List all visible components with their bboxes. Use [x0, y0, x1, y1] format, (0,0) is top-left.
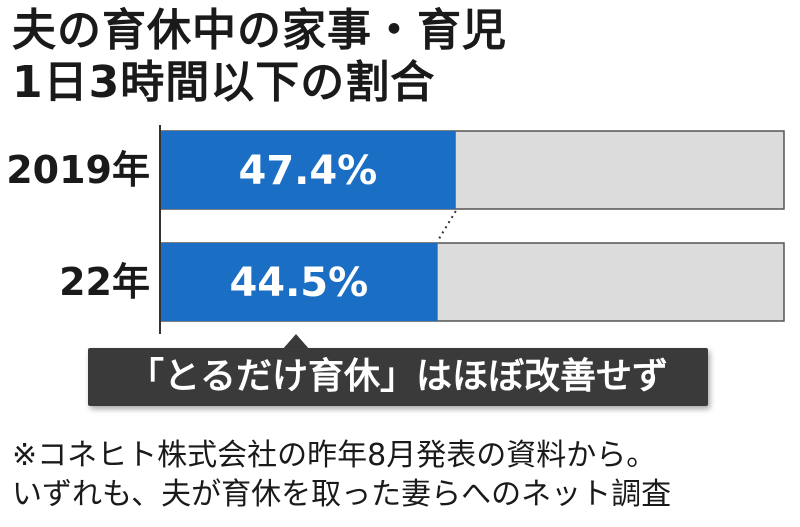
chart-title-line-1: 夫の育休中の家事・育児 — [12, 5, 507, 56]
bar-value-1 — [160, 243, 438, 321]
source-note-line-1: ※コネヒト株式会社の昨年8月発表の資料から。 — [12, 438, 657, 473]
category-label-1: 22年 — [59, 260, 150, 304]
connector-line — [436, 210, 457, 242]
callout-pointer — [282, 334, 310, 350]
bar-chart: 47.4% 2019年 44.5% 22年 — [6, 125, 785, 334]
source-note-line-2: いずれも、夫が育休を取った妻らへのネット調査 — [12, 477, 672, 512]
callout-text: 「とるだけ育休」はほぼ改善せず — [127, 356, 668, 397]
category-label-0: 2019年 — [6, 148, 150, 192]
callout-box: 「とるだけ育休」はほぼ改善せず — [88, 348, 708, 406]
bar-value-0 — [160, 131, 456, 209]
chart-title-line-2: 1日3時間以下の割合 — [12, 57, 436, 108]
data-label-0: 47.4% — [238, 148, 377, 194]
data-label-1: 44.5% — [229, 260, 368, 306]
